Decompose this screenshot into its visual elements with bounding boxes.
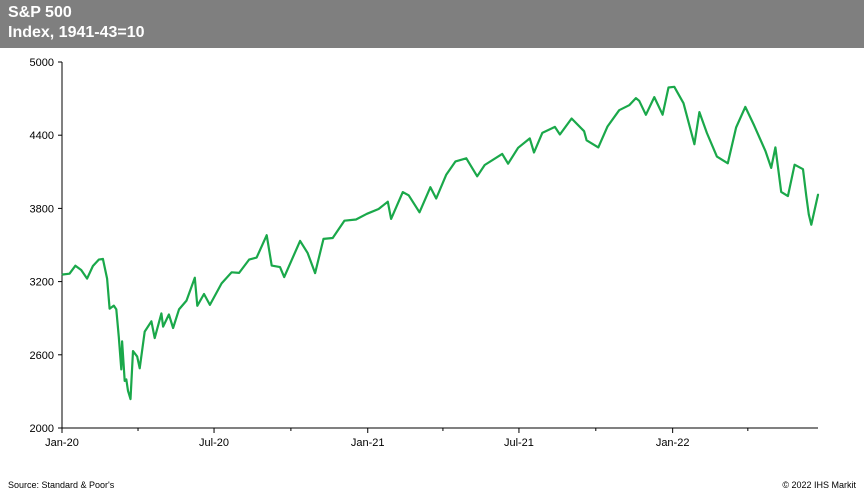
- y-tick-label: 2600: [30, 350, 54, 362]
- y-tick-label: 2000: [30, 423, 54, 435]
- y-tick-label: 3800: [30, 203, 54, 215]
- x-tick-label: Jul-20: [199, 437, 229, 449]
- line-chart: 2000 2600 3200 3800 4400 5000 Jan-20 Jul-20 Jan-…: [30, 57, 820, 449]
- sp500-series-line: [61, 85, 820, 401]
- y-tick-label: 3200: [30, 277, 54, 289]
- x-tick-label: Jan-22: [656, 437, 690, 449]
- y-tick-label: 4400: [30, 130, 54, 142]
- chart-subtitle: Index, 1941-43=10: [8, 24, 145, 41]
- chart-header: S&P 500 Index, 1941-43=10: [0, 0, 864, 48]
- chart-title: S&P 500: [8, 4, 72, 21]
- x-tick-label: Jul-21: [504, 437, 534, 449]
- y-tick-label: 5000: [30, 57, 54, 69]
- x-tick-label: Jan-21: [351, 437, 385, 449]
- source-note: Source: Standard & Poor's: [8, 480, 115, 490]
- copyright-note: © 2022 IHS Markit: [782, 480, 856, 490]
- x-tick-label: Jan-20: [45, 437, 79, 449]
